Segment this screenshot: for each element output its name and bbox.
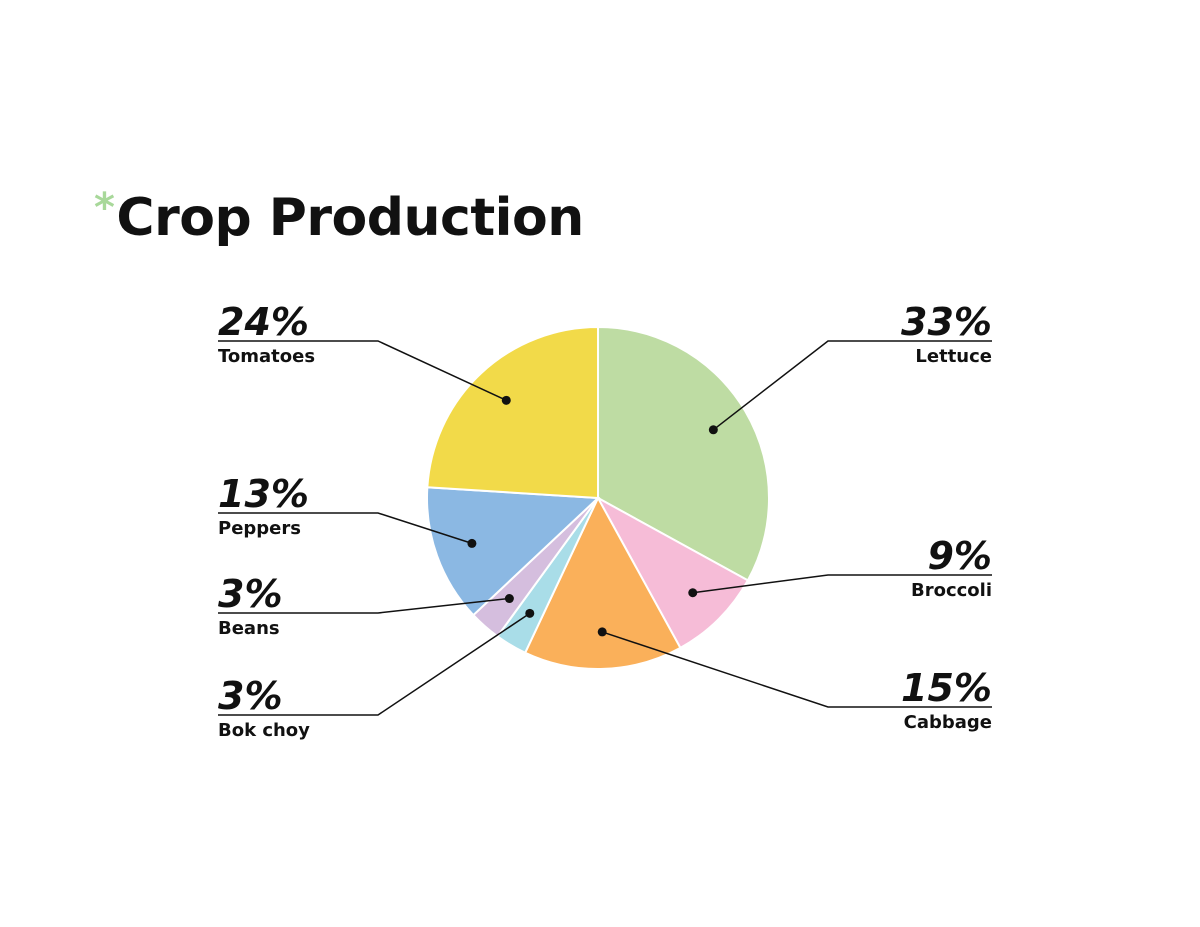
slice-label-peppers: Peppers [218,518,301,539]
leader-dot-lettuce [708,425,718,435]
percent-label-peppers: 13% [218,472,309,516]
slice-label-bok-choy: Bok choy [218,720,310,741]
percent-label-tomatoes: 24% [218,300,309,344]
leader-dot-beans [504,594,514,604]
slice-label-broccoli: Broccoli [911,580,992,601]
leader-line-tomatoes [218,340,507,401]
leader-dot-cabbage [597,627,607,637]
percent-label-cabbage: 15% [901,666,992,710]
leader-dot-bok-choy [525,608,535,618]
percent-label-broccoli: 9% [927,534,992,578]
pie-slice-tomatoes [426,325,599,500]
percent-label-beans: 3% [218,572,283,616]
slice-label-lettuce: Lettuce [915,346,992,367]
leader-dot-peppers [467,538,477,548]
slice-label-tomatoes: Tomatoes [218,346,315,367]
leader-dot-broccoli [688,588,698,598]
leader-lines [218,340,992,716]
percent-label-lettuce: 33% [901,300,992,344]
pie-slice-lettuce [597,325,770,582]
pie-slices [426,325,770,670]
pie-slice-peppers [426,486,601,617]
chart-title-text: Crop Production [116,188,584,248]
leader-line-bok-choy [218,612,531,716]
percent-label-bok-choy: 3% [218,674,283,718]
title-marker: * [94,185,115,231]
chart-title: *Crop Production [94,176,584,250]
slice-label-beans: Beans [218,618,280,639]
slice-label-cabbage: Cabbage [904,712,992,733]
leader-line-peppers [218,512,473,545]
leader-line-cabbage [601,631,992,708]
leader-line-beans [218,597,510,614]
leader-line-lettuce [712,340,992,431]
leader-line-broccoli [692,574,992,594]
pie-slice-broccoli [595,495,750,650]
leader-dot-tomatoes [501,395,511,405]
